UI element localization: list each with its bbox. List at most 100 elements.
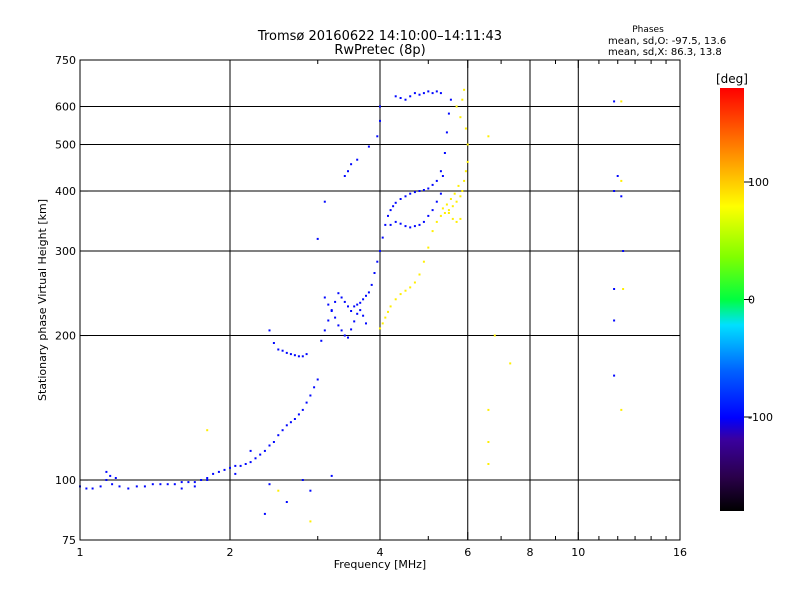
data-point-x xyxy=(389,305,392,308)
data-point-x xyxy=(455,220,458,223)
data-point-x xyxy=(487,408,490,411)
data-point-o xyxy=(443,152,446,154)
data-point-o xyxy=(376,135,379,138)
data-point-x xyxy=(435,220,438,223)
data-point-o xyxy=(309,489,312,492)
data-point-o xyxy=(229,466,231,469)
data-point-o xyxy=(109,474,112,477)
data-point-o xyxy=(362,298,365,301)
data-point-o xyxy=(409,226,412,229)
data-point-o xyxy=(316,378,319,381)
data-point-x xyxy=(464,127,467,130)
data-point-o xyxy=(373,272,376,274)
data-point-o xyxy=(413,225,416,228)
data-point-o xyxy=(427,214,430,217)
data-point-o xyxy=(613,190,616,192)
data-point-o xyxy=(379,119,381,122)
data-point-o xyxy=(343,175,346,177)
data-point-o xyxy=(399,97,402,99)
data-point-x xyxy=(445,203,448,206)
data-point-o xyxy=(111,483,114,486)
data-point-x xyxy=(309,520,312,523)
colorbar xyxy=(720,88,744,511)
data-point-o xyxy=(379,105,381,108)
data-point-o xyxy=(622,250,625,252)
data-point-x xyxy=(459,195,462,198)
data-point-o xyxy=(616,175,619,177)
data-point-o xyxy=(359,309,362,312)
data-point-o xyxy=(263,449,266,452)
data-point-o xyxy=(613,319,616,322)
data-point-o xyxy=(249,461,252,464)
data-point-x xyxy=(379,327,381,330)
phases-legend-title: Phases xyxy=(632,25,664,35)
data-point-o xyxy=(159,483,162,486)
data-point-o xyxy=(347,305,349,308)
data-point-o xyxy=(379,250,381,252)
data-point-x xyxy=(447,212,450,214)
plot-frame xyxy=(79,59,681,541)
data-point-x xyxy=(487,463,490,465)
data-point-o xyxy=(447,112,450,115)
data-point-o xyxy=(223,468,226,471)
data-point-o xyxy=(365,322,367,325)
data-point-o xyxy=(356,158,359,161)
y-tick-label: 200 xyxy=(55,330,76,343)
data-point-o xyxy=(285,424,288,427)
data-point-o xyxy=(99,485,102,488)
colorbar-tick-label: 0 xyxy=(748,294,755,307)
data-point-o xyxy=(200,479,203,481)
data-point-o xyxy=(151,483,154,486)
data-point-o xyxy=(268,444,271,447)
y-tick-label: 500 xyxy=(55,139,76,152)
data-point-o xyxy=(254,457,257,460)
data-point-x xyxy=(441,207,444,210)
y-tick-label: 600 xyxy=(55,101,76,114)
data-point-o xyxy=(613,288,616,290)
data-point-o xyxy=(239,464,242,467)
data-point-x xyxy=(409,286,412,289)
data-point-x xyxy=(622,288,625,290)
data-point-o xyxy=(418,190,421,192)
phases-legend-x: mean, sd,X: 86.3, 13.8 xyxy=(608,47,722,58)
data-point-o xyxy=(305,353,308,356)
data-point-x xyxy=(453,192,456,195)
data-point-o xyxy=(620,195,623,198)
data-point-o xyxy=(297,355,300,358)
data-point-o xyxy=(272,441,275,443)
data-point-o xyxy=(404,225,407,228)
data-point-x xyxy=(459,217,462,220)
y-tick-label: 300 xyxy=(55,245,76,258)
data-point-o xyxy=(613,374,616,377)
data-point-o xyxy=(413,92,416,95)
data-point-o xyxy=(449,98,452,101)
data-points xyxy=(79,88,625,523)
data-point-o xyxy=(356,303,359,306)
data-point-o xyxy=(343,334,346,337)
data-point-x xyxy=(487,135,490,138)
phases-legend-o: mean, sd,O: -97.5, 13.6 xyxy=(608,36,726,47)
grid-lines xyxy=(80,60,680,540)
data-point-o xyxy=(387,214,389,217)
data-point-x xyxy=(439,214,442,217)
data-point-x xyxy=(487,441,490,443)
data-point-x xyxy=(422,260,425,263)
data-point-o xyxy=(212,472,215,475)
data-point-o xyxy=(285,351,288,354)
data-point-o xyxy=(337,324,340,327)
data-point-o xyxy=(399,222,402,225)
data-point-x xyxy=(493,334,496,337)
data-point-x xyxy=(457,184,460,187)
data-point-o xyxy=(143,485,146,488)
data-point-o xyxy=(418,223,421,226)
data-point-o xyxy=(193,485,196,488)
data-point-o xyxy=(418,93,421,96)
data-point-o xyxy=(289,421,292,424)
data-point-x xyxy=(466,143,469,146)
data-point-o xyxy=(330,309,333,312)
data-point-o xyxy=(353,305,356,308)
data-point-o xyxy=(435,90,438,93)
data-point-o xyxy=(427,90,430,93)
data-point-o xyxy=(347,170,349,173)
x-tick-label: 16 xyxy=(673,546,687,559)
